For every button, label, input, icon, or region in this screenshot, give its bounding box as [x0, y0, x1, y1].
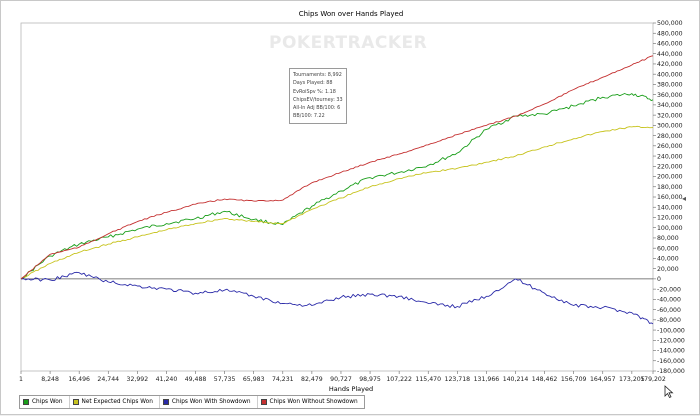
y-tick-label: 200,000 — [657, 174, 683, 181]
x-tick-label: 90,727 — [330, 376, 352, 383]
x-tick-label: 98,975 — [359, 376, 381, 383]
y-tick-label: 480,000 — [657, 30, 683, 37]
y-tick-label: 380,000 — [657, 82, 683, 89]
legend: Chips Won Net Expected Chips Won Chips W… — [19, 395, 365, 409]
x-tick-label: 107,222 — [386, 376, 412, 383]
x-tick-label: 179,202 — [640, 376, 666, 383]
legend-item-with-showdown[interactable]: Chips Won With Showdown — [160, 396, 258, 408]
x-tick-label: 8,248 — [41, 376, 59, 383]
x-axis-label: Hands Played — [328, 385, 374, 393]
x-tick-label: 57,735 — [214, 376, 236, 383]
legend-swatch-icon — [260, 399, 267, 405]
stat-bb100: BB/100: 7.22 — [293, 113, 325, 120]
x-tick-label: 32,992 — [127, 376, 149, 383]
y-tick-label: 60,000 — [657, 245, 679, 252]
y-tick-label: -60,000 — [657, 307, 681, 314]
x-tick-label: 115,470 — [415, 376, 441, 383]
x-tick-label: 82,479 — [301, 376, 323, 383]
legend-label: Net Expected Chips Won — [81, 399, 153, 405]
y-tick-label: -20,000 — [657, 286, 681, 293]
y-tick-label: -80,000 — [657, 317, 681, 324]
series-line-net-expected-chips-won — [20, 125, 654, 280]
x-tick-label: 131,966 — [474, 376, 500, 383]
y-tick-label: 300,000 — [657, 123, 683, 130]
y-tick-label: 20,000 — [657, 266, 679, 273]
stat-chips-ev: ChipsEV/tourney: 33 — [293, 96, 343, 103]
legend-item-chips-won[interactable]: Chips Won — [20, 396, 70, 408]
y-tick-label: 160,000 — [657, 194, 683, 201]
y-tick-label: 40,000 — [657, 256, 679, 263]
y-tick-label: 180,000 — [657, 184, 683, 191]
x-tick-label: 41,240 — [156, 376, 178, 383]
y-tick-label: 320,000 — [657, 112, 683, 119]
x-tick-label: 74,231 — [272, 376, 294, 383]
x-tick-label: 123,718 — [445, 376, 471, 383]
x-tick-label: 140,214 — [503, 376, 529, 383]
stat-ev-roi: EvRoiSpv %: 1.18 — [293, 88, 336, 95]
legend-swatch-icon — [162, 399, 169, 405]
x-tick-label: 65,983 — [243, 376, 265, 383]
stats-box: Tournaments: 8,992 Days Played: 88 EvRoi… — [289, 68, 347, 124]
series-line-chips-won-with-showdown — [20, 271, 654, 325]
y-tick-label: -120,000 — [657, 337, 685, 344]
x-tick-label: 49,488 — [185, 376, 207, 383]
legend-swatch-icon — [72, 399, 79, 405]
y-tick-label: 100,000 — [657, 225, 683, 232]
stat-allin-adj: All-In Adj BB/100: 6 — [293, 105, 341, 112]
series-line-chips-won-without-showdown — [20, 55, 654, 280]
legend-label: Chips Won With Showdown — [171, 399, 251, 405]
y-tick-label: 420,000 — [657, 61, 683, 68]
y-tick-label: 500,000 — [657, 20, 683, 27]
y-tick-label: 120,000 — [657, 215, 683, 222]
y-tick-label: 440,000 — [657, 51, 683, 58]
legend-swatch-icon — [23, 399, 29, 405]
stat-days-played: Days Played: 88 — [293, 80, 333, 87]
chart-title: Chips Won over Hands Played — [298, 10, 404, 18]
y-tick-label: 280,000 — [657, 133, 683, 140]
legend-label: Chips Won — [32, 399, 63, 405]
x-tick-label: 164,957 — [590, 376, 616, 383]
y-tick-label: -160,000 — [657, 358, 685, 365]
y-tick-label: 0 — [657, 276, 661, 283]
x-tick-label: 156,709 — [561, 376, 587, 383]
mouse-cursor-icon — [664, 385, 674, 399]
x-tick-label: 1 — [19, 376, 23, 383]
y-tick-label: -40,000 — [657, 297, 681, 304]
x-tick-label: 24,744 — [97, 376, 119, 383]
y-tick-label: 460,000 — [657, 41, 683, 48]
y-tick-label: 260,000 — [657, 143, 683, 150]
y-tick-label: 80,000 — [657, 235, 679, 242]
y-tick-label: -100,000 — [657, 327, 685, 334]
x-tick-label: 16,496 — [68, 376, 90, 383]
y-tick-label: 400,000 — [657, 71, 683, 78]
y-tick-label: 220,000 — [657, 163, 683, 170]
y-tick-label: 340,000 — [657, 102, 683, 109]
x-tick-label: 148,462 — [532, 376, 558, 383]
stat-tournaments: Tournaments: 8,992 — [293, 72, 342, 78]
series-line-chips-won — [20, 93, 654, 280]
pokertracker-watermark: POKERTRACKER — [269, 33, 428, 53]
x-tick-label: 173,205 — [619, 376, 645, 383]
y-tick-label: 240,000 — [657, 153, 683, 160]
legend-label: Chips Won Without Showdown — [269, 399, 358, 405]
collapse-arrow-icon[interactable]: ◂ — [682, 194, 687, 203]
y-tick-label: -180,000 — [657, 368, 685, 375]
y-tick-label: 360,000 — [657, 92, 683, 99]
y-tick-label: 140,000 — [657, 204, 683, 211]
legend-item-without-showdown[interactable]: Chips Won Without Showdown — [258, 396, 364, 408]
y-tick-label: -140,000 — [657, 348, 685, 355]
legend-item-net-expected[interactable]: Net Expected Chips Won — [70, 396, 160, 408]
